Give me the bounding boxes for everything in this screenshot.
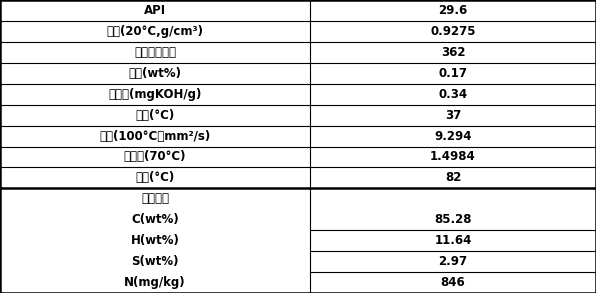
Text: 相对分子质量: 相对分子质量	[134, 46, 176, 59]
Text: S(wt%): S(wt%)	[131, 255, 179, 268]
Text: 846: 846	[440, 276, 465, 289]
Text: 溺点(wt%): 溺点(wt%)	[129, 67, 181, 80]
Text: 0.34: 0.34	[439, 88, 467, 101]
Text: 粘度(100°C，mm²/s): 粘度(100°C，mm²/s)	[100, 130, 210, 142]
Text: 1.4984: 1.4984	[430, 151, 476, 163]
Text: 元素分析: 元素分析	[141, 192, 169, 205]
Text: 凝点(°C): 凝点(°C)	[135, 109, 175, 122]
Text: C(wt%): C(wt%)	[131, 213, 179, 226]
Text: 82: 82	[445, 171, 461, 184]
Text: 37: 37	[445, 109, 461, 122]
Text: 折射率(70°C): 折射率(70°C)	[124, 151, 186, 163]
Text: 9.294: 9.294	[434, 130, 471, 142]
Text: N(mg/kg): N(mg/kg)	[124, 276, 186, 289]
Text: H(wt%): H(wt%)	[131, 234, 179, 247]
Text: 永点(°C): 永点(°C)	[135, 171, 175, 184]
Text: 2.97: 2.97	[439, 255, 467, 268]
Text: 29.6: 29.6	[438, 4, 468, 17]
Text: API: API	[144, 4, 166, 17]
Text: 362: 362	[440, 46, 465, 59]
Text: 0.17: 0.17	[439, 67, 467, 80]
Text: 密度(20°C,g/cm³): 密度(20°C,g/cm³)	[107, 25, 203, 38]
Text: 0.9275: 0.9275	[430, 25, 476, 38]
Text: 总酸值(mgKOH/g): 总酸值(mgKOH/g)	[108, 88, 201, 101]
Text: 11.64: 11.64	[434, 234, 471, 247]
Text: 85.28: 85.28	[434, 213, 471, 226]
